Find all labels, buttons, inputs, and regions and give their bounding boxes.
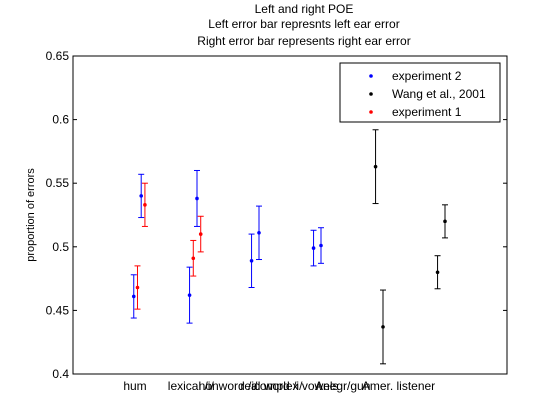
data-point — [141, 182, 148, 227]
marker — [435, 270, 440, 275]
x-tick-label: complex vowels — [254, 379, 339, 393]
y-axis: 0.4 0.45 0.5 0.55 0.6 0.65 — [46, 49, 507, 381]
chart-title-line-1: Left and right POE — [255, 2, 354, 16]
legend-entry: experiment 1 — [369, 105, 462, 119]
legend-label: experiment 2 — [392, 69, 462, 83]
y-tick-label: 0.45 — [46, 303, 70, 317]
data-point — [248, 233, 255, 289]
data-marks — [130, 129, 448, 365]
legend-marker — [369, 110, 373, 114]
marker — [143, 203, 147, 207]
marker — [443, 219, 447, 224]
x-tick-label: lexical /i/ — [168, 379, 215, 393]
marker — [187, 293, 192, 297]
marker — [381, 325, 385, 329]
data-point — [434, 255, 441, 290]
x-axis: hum lexical /i/nonword /i/real word /i/co… — [123, 379, 435, 393]
y-axis-label: proportion of errors — [25, 168, 37, 262]
legend-entry: Wang et al., 2001 — [369, 87, 486, 101]
data-point — [310, 229, 317, 267]
legend-label: experiment 1 — [392, 105, 462, 119]
marker — [139, 194, 143, 198]
data-point — [186, 266, 193, 324]
marker — [131, 294, 136, 299]
legend: experiment 2 Wang et al., 2001 experiment … — [339, 62, 501, 123]
data-point — [256, 205, 262, 261]
x-tick-label: nonword /i/ — [199, 379, 258, 393]
marker — [319, 243, 323, 248]
data-point — [372, 129, 379, 205]
marker — [249, 258, 254, 263]
x-tick-label: Anegr/gun — [315, 379, 370, 393]
legend-box — [339, 62, 501, 123]
marker — [198, 232, 203, 236]
y-tick-label: 0.4 — [52, 367, 69, 381]
chart-title: Left and right POE Left error bar repres… — [197, 2, 410, 48]
data-point — [380, 289, 386, 365]
y-tick-label: 0.5 — [52, 240, 69, 254]
chart-title-line-3: Right error bar represents right ear err… — [197, 34, 410, 48]
data-point — [134, 265, 141, 310]
marker — [135, 285, 140, 290]
data-point — [318, 227, 324, 264]
data-point — [138, 173, 145, 219]
data-point — [130, 274, 137, 319]
y-tick-label: 0.55 — [46, 176, 70, 190]
y-tick-label: 0.65 — [46, 49, 70, 63]
x-tick-label: hum — [123, 379, 146, 393]
data-point — [190, 239, 197, 277]
data-point — [197, 215, 204, 253]
legend-marker — [369, 74, 373, 78]
legend-marker — [369, 92, 373, 96]
chart-title-line-2: Left error bar represnts left ear error — [208, 17, 399, 31]
legend-label: Wang et al., 2001 — [392, 87, 486, 101]
marker — [311, 246, 316, 250]
marker — [373, 164, 378, 169]
x-tick-label: Amer. listener — [362, 379, 435, 393]
legend-entry: experiment 2 — [369, 69, 462, 83]
x-tick-label: real word /i/ — [240, 379, 303, 393]
marker — [195, 196, 199, 201]
data-point — [442, 204, 448, 239]
marker — [191, 256, 196, 261]
marker — [257, 231, 261, 235]
y-tick-label: 0.6 — [52, 113, 69, 127]
data-point — [194, 169, 200, 227]
